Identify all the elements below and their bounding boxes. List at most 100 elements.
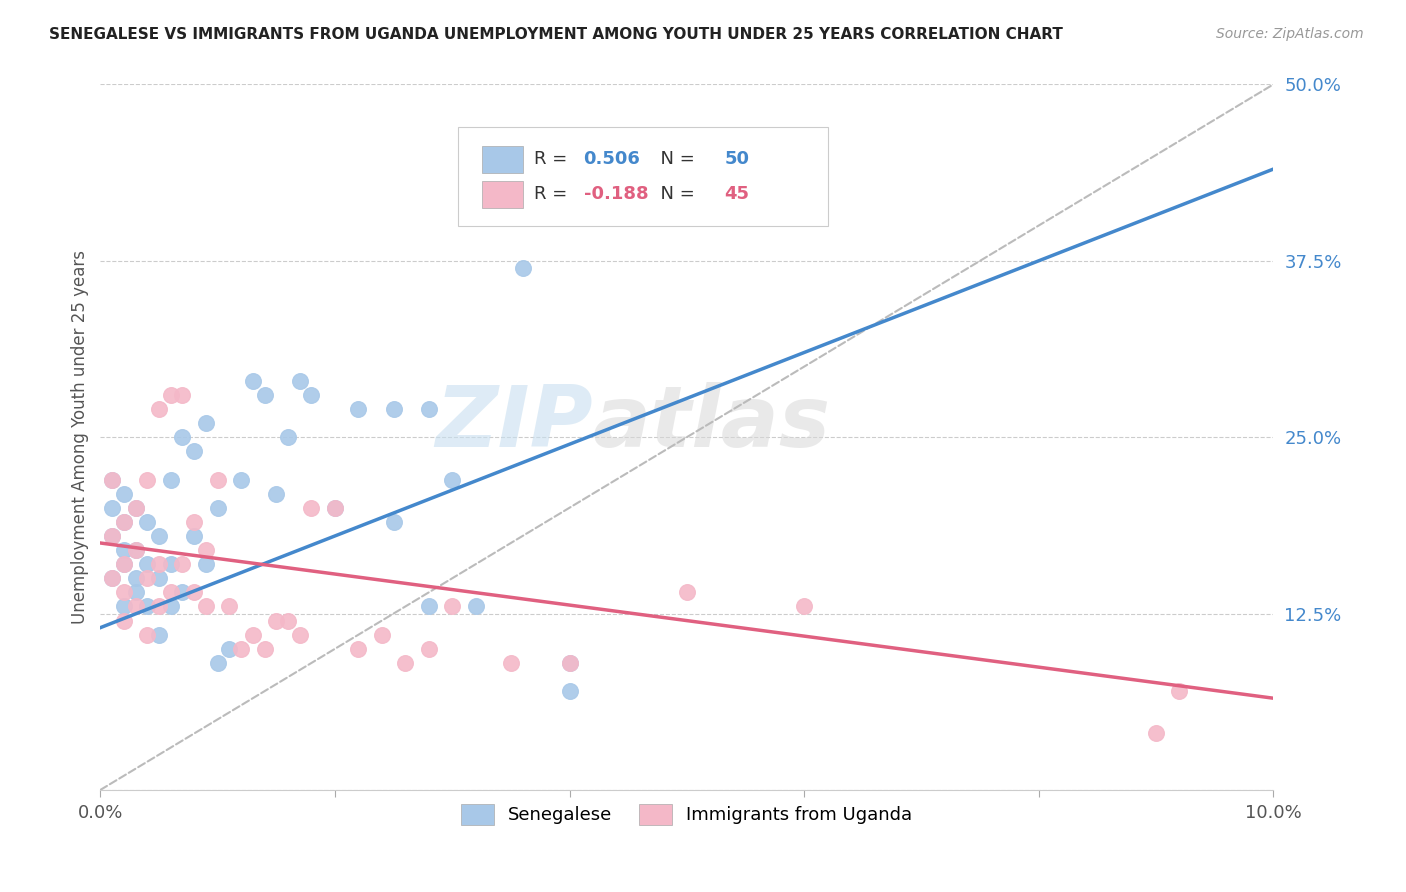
Point [499,190,522,204]
Point [136,473,159,487]
Point [558,656,581,670]
Point [194,599,217,614]
Point [441,473,464,487]
Point [512,260,534,275]
Text: ZIP: ZIP [436,382,593,465]
Point [242,374,264,388]
Point [112,486,135,500]
Text: 45: 45 [724,186,749,203]
FancyBboxPatch shape [458,127,828,226]
Text: Source: ZipAtlas.com: Source: ZipAtlas.com [1216,27,1364,41]
Text: SENEGALESE VS IMMIGRANTS FROM UGANDA UNEMPLOYMENT AMONG YOUTH UNDER 25 YEARS COR: SENEGALESE VS IMMIGRANTS FROM UGANDA UNE… [49,27,1063,42]
Point [159,599,181,614]
Point [112,557,135,571]
Point [277,430,299,444]
Text: -0.188: -0.188 [583,186,648,203]
Point [347,641,370,656]
Point [112,557,135,571]
Point [112,585,135,599]
Point [323,500,346,515]
Point [558,684,581,698]
Point [242,628,264,642]
Point [382,515,405,529]
Text: R =: R = [534,186,574,203]
Point [112,599,135,614]
Point [148,401,170,416]
FancyBboxPatch shape [482,145,523,173]
Point [301,388,323,402]
Text: 50: 50 [724,150,749,169]
Point [499,656,522,670]
Point [172,388,194,402]
Point [148,599,170,614]
Point [112,614,135,628]
Point [172,585,194,599]
Text: atlas: atlas [593,382,831,465]
Point [183,585,205,599]
Point [124,543,146,558]
Point [1144,726,1167,740]
Legend: Senegalese, Immigrants from Uganda: Senegalese, Immigrants from Uganda [453,795,921,834]
Point [183,529,205,543]
Point [148,529,170,543]
Point [101,473,124,487]
Point [371,628,394,642]
Point [207,656,229,670]
Point [194,557,217,571]
Point [207,473,229,487]
Point [101,473,124,487]
Point [418,599,440,614]
Point [148,628,170,642]
FancyBboxPatch shape [482,181,523,208]
Point [382,401,405,416]
Y-axis label: Unemployment Among Youth under 25 years: Unemployment Among Youth under 25 years [72,250,89,624]
Point [1168,684,1191,698]
Point [124,500,146,515]
Point [159,473,181,487]
Point [207,500,229,515]
Point [101,571,124,585]
Point [159,557,181,571]
Point [288,628,311,642]
Point [112,515,135,529]
Point [148,557,170,571]
Point [159,585,181,599]
Point [172,557,194,571]
Point [136,599,159,614]
Text: R =: R = [534,150,574,169]
Point [101,529,124,543]
Point [558,656,581,670]
Point [194,416,217,430]
Point [136,557,159,571]
Point [394,656,416,670]
Point [253,641,276,656]
Point [418,641,440,656]
Point [101,571,124,585]
Point [266,486,288,500]
Point [229,641,252,656]
Point [441,599,464,614]
Point [148,571,170,585]
Point [675,585,697,599]
Point [253,388,276,402]
Point [136,628,159,642]
Point [277,614,299,628]
Point [101,500,124,515]
Point [323,500,346,515]
Point [124,543,146,558]
Point [418,401,440,416]
Point [136,515,159,529]
Point [124,500,146,515]
Point [112,515,135,529]
Point [183,444,205,458]
Text: N =: N = [650,150,700,169]
Point [266,614,288,628]
Point [194,543,217,558]
Point [218,599,240,614]
Point [136,571,159,585]
Point [347,401,370,416]
Point [218,641,240,656]
Point [464,599,486,614]
Point [183,515,205,529]
Point [301,500,323,515]
